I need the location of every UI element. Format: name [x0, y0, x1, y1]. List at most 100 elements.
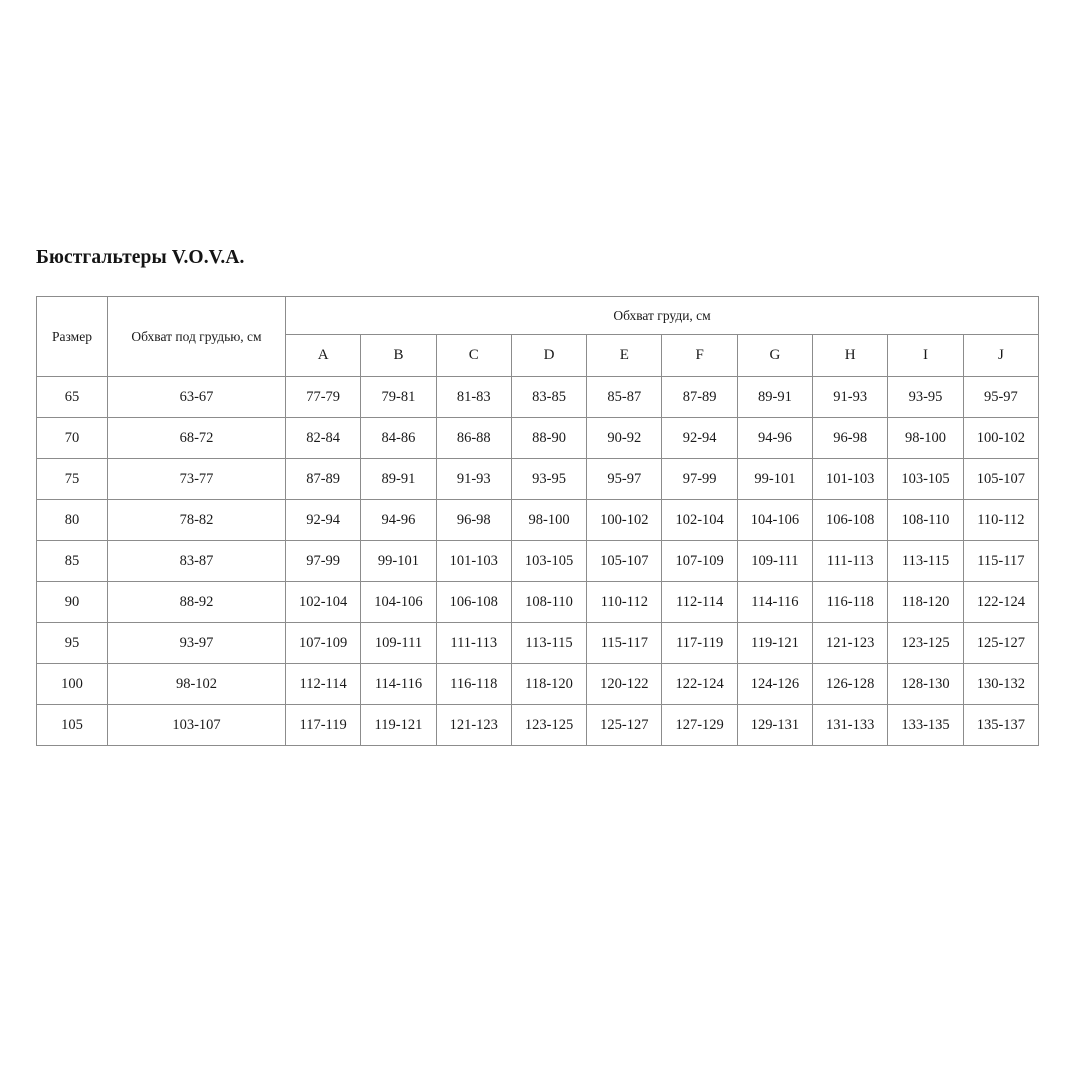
column-header-cup-d: D — [510, 334, 588, 377]
cell-cup-a: 77-79 — [284, 376, 362, 418]
cell-cup-d: 103-105 — [510, 540, 588, 582]
column-header-cup-j: J — [962, 334, 1040, 377]
cell-cup-f: 127-129 — [661, 704, 738, 746]
cell-cup-h: 96-98 — [812, 417, 889, 459]
cell-cup-i: 118-120 — [887, 581, 964, 623]
cell-cup-g: 124-126 — [736, 663, 814, 705]
cell-cup-b: 99-101 — [360, 540, 437, 582]
column-header-underbust: Обхват под грудью, см — [107, 296, 286, 377]
cell-size: 95 — [36, 622, 108, 664]
cell-cup-c: 116-118 — [435, 663, 512, 705]
bra-size-table: Размер Обхват под грудью, см Обхват груд… — [36, 296, 1040, 746]
cell-cup-d: 93-95 — [510, 458, 588, 500]
cell-cup-i: 113-115 — [887, 540, 964, 582]
table-header: Размер Обхват под грудью, см Обхват груд… — [36, 296, 1040, 377]
cell-cup-j: 115-117 — [962, 540, 1040, 582]
cell-cup-c: 81-83 — [435, 376, 512, 418]
cell-cup-d: 88-90 — [510, 417, 588, 459]
cell-cup-g: 99-101 — [736, 458, 814, 500]
page-title: Бюстгальтеры V.O.V.A. — [36, 247, 245, 268]
column-header-cup-e: E — [586, 334, 663, 377]
cell-size: 105 — [36, 704, 108, 746]
cell-cup-d: 108-110 — [510, 581, 588, 623]
column-header-cup-c: C — [435, 334, 512, 377]
header-row-primary: Размер Обхват под грудью, см Обхват груд… — [36, 296, 1040, 377]
cell-cup-g: 109-111 — [736, 540, 814, 582]
column-header-cup-g: G — [736, 334, 814, 377]
table-row: 95 93-97 107-109 109-111 111-113 113-115… — [36, 622, 1040, 664]
table-row: 100 98-102 112-114 114-116 116-118 118-1… — [36, 663, 1040, 705]
cell-cup-i: 123-125 — [887, 622, 964, 664]
cell-cup-i: 133-135 — [887, 704, 964, 746]
cell-cup-c: 96-98 — [435, 499, 512, 541]
cell-size: 85 — [36, 540, 108, 582]
cell-size: 90 — [36, 581, 108, 623]
cell-cup-f: 122-124 — [661, 663, 738, 705]
cell-underbust: 98-102 — [107, 663, 286, 705]
cell-cup-j: 122-124 — [962, 581, 1040, 623]
table-row: 105 103-107 117-119 119-121 121-123 123-… — [36, 704, 1040, 746]
cell-cup-d: 118-120 — [510, 663, 588, 705]
cell-size: 75 — [36, 458, 108, 500]
cell-cup-c: 101-103 — [435, 540, 512, 582]
cell-cup-a: 92-94 — [284, 499, 362, 541]
table-row: 65 63-67 77-79 79-81 81-83 83-85 85-87 8… — [36, 376, 1040, 418]
cell-cup-h: 116-118 — [812, 581, 889, 623]
cell-cup-b: 114-116 — [360, 663, 437, 705]
cell-cup-c: 91-93 — [435, 458, 512, 500]
table-row: 70 68-72 82-84 84-86 86-88 88-90 90-92 9… — [36, 417, 1040, 459]
cell-cup-e: 95-97 — [586, 458, 663, 500]
column-header-size: Размер — [36, 296, 108, 377]
cell-cup-a: 87-89 — [284, 458, 362, 500]
cell-cup-a: 82-84 — [284, 417, 362, 459]
cell-underbust: 78-82 — [107, 499, 286, 541]
cell-underbust: 63-67 — [107, 376, 286, 418]
cell-cup-e: 115-117 — [586, 622, 663, 664]
cell-cup-j: 110-112 — [962, 499, 1040, 541]
cell-cup-h: 131-133 — [812, 704, 889, 746]
table-row: 75 73-77 87-89 89-91 91-93 93-95 95-97 9… — [36, 458, 1040, 500]
cell-cup-i: 98-100 — [887, 417, 964, 459]
cell-size: 70 — [36, 417, 108, 459]
cell-cup-g: 94-96 — [736, 417, 814, 459]
column-header-cup-a: A — [284, 334, 362, 377]
cell-cup-b: 119-121 — [360, 704, 437, 746]
cell-cup-f: 107-109 — [661, 540, 738, 582]
cell-cup-g: 89-91 — [736, 376, 814, 418]
cell-cup-b: 84-86 — [360, 417, 437, 459]
cell-cup-i: 108-110 — [887, 499, 964, 541]
cell-cup-d: 123-125 — [510, 704, 588, 746]
cell-cup-a: 117-119 — [284, 704, 362, 746]
column-header-bust-group: Обхват груди, см — [284, 296, 1040, 335]
cell-cup-d: 113-115 — [510, 622, 588, 664]
cell-underbust: 73-77 — [107, 458, 286, 500]
cell-cup-h: 106-108 — [812, 499, 889, 541]
cell-cup-e: 105-107 — [586, 540, 663, 582]
cell-cup-c: 111-113 — [435, 622, 512, 664]
cell-size: 80 — [36, 499, 108, 541]
cell-cup-j: 135-137 — [962, 704, 1040, 746]
cell-cup-a: 107-109 — [284, 622, 362, 664]
cell-cup-i: 103-105 — [887, 458, 964, 500]
cell-cup-a: 97-99 — [284, 540, 362, 582]
cell-cup-e: 110-112 — [586, 581, 663, 623]
table-body: 65 63-67 77-79 79-81 81-83 83-85 85-87 8… — [36, 376, 1040, 746]
cell-underbust: 83-87 — [107, 540, 286, 582]
column-header-cup-h: H — [812, 334, 889, 377]
cell-cup-j: 105-107 — [962, 458, 1040, 500]
cell-cup-c: 121-123 — [435, 704, 512, 746]
cell-cup-e: 125-127 — [586, 704, 663, 746]
cell-cup-g: 129-131 — [736, 704, 814, 746]
cell-cup-b: 89-91 — [360, 458, 437, 500]
table-row: 90 88-92 102-104 104-106 106-108 108-110… — [36, 581, 1040, 623]
cell-cup-j: 95-97 — [962, 376, 1040, 418]
cell-cup-b: 104-106 — [360, 581, 437, 623]
cell-cup-f: 97-99 — [661, 458, 738, 500]
cell-cup-h: 111-113 — [812, 540, 889, 582]
cell-cup-g: 119-121 — [736, 622, 814, 664]
cell-cup-j: 100-102 — [962, 417, 1040, 459]
table-row: 80 78-82 92-94 94-96 96-98 98-100 100-10… — [36, 499, 1040, 541]
column-header-cup-b: B — [360, 334, 437, 377]
cell-cup-e: 120-122 — [586, 663, 663, 705]
cell-cup-j: 130-132 — [962, 663, 1040, 705]
